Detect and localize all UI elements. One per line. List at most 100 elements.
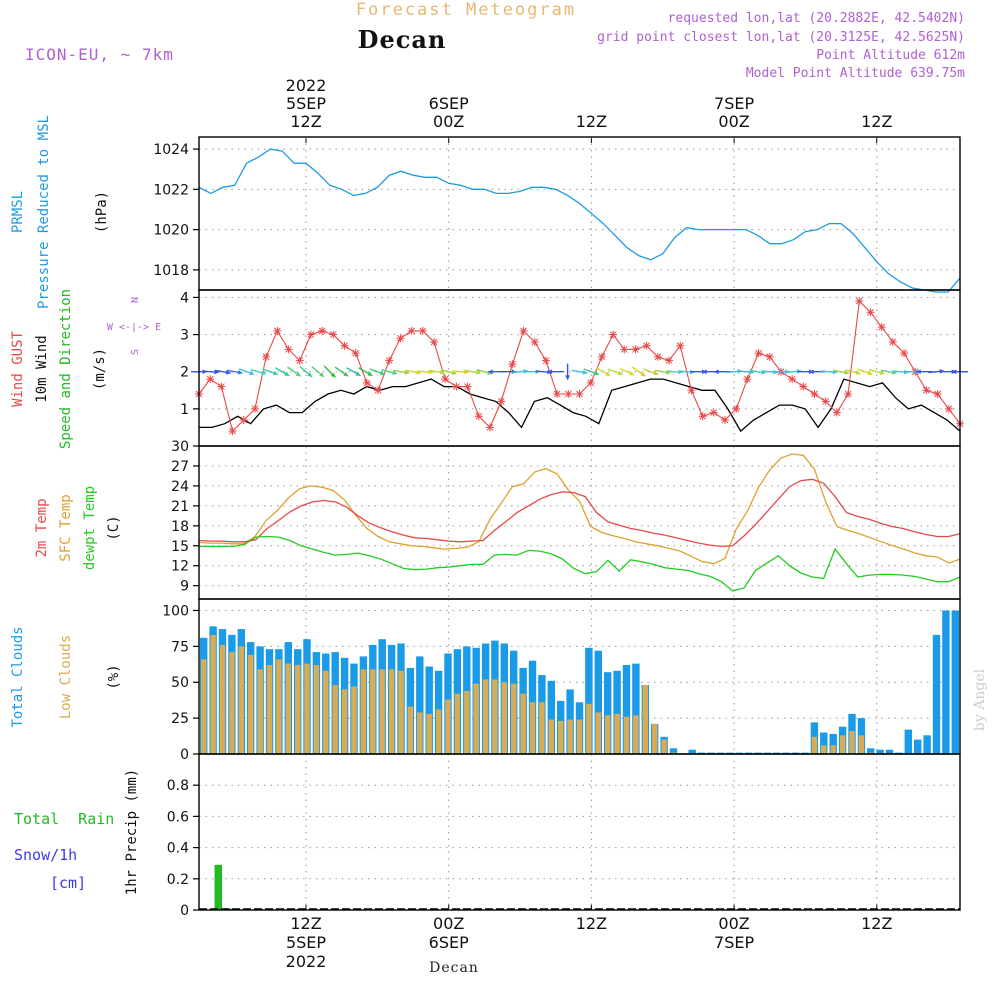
time-label-top: 00Z — [433, 112, 464, 131]
low-clouds-bar — [454, 693, 461, 754]
wind-direction-arrow — [868, 368, 885, 375]
low-clouds-bar — [313, 665, 320, 754]
low-clouds-bar — [661, 739, 667, 754]
wind-gust-marker — [575, 390, 584, 398]
wind-direction-arrow — [619, 367, 635, 376]
total-clouds-bar — [416, 656, 424, 754]
y-tick-label: 2 — [180, 365, 189, 381]
wind-gust-marker — [206, 375, 215, 384]
low-clouds-bar — [426, 713, 432, 754]
wind-gust-marker — [262, 352, 271, 361]
low-clouds-bar — [229, 652, 235, 754]
wind-gust-marker — [900, 349, 909, 358]
wind-gust-marker — [329, 330, 338, 339]
y-tick-label: 15 — [171, 539, 189, 555]
y-tick-label: 4 — [180, 290, 189, 306]
wind-gust-marker — [754, 349, 763, 358]
wind-gust-marker — [385, 356, 394, 365]
time-label-bottom: 00Z — [718, 914, 749, 933]
wind-gust-marker — [273, 326, 282, 335]
low-clouds-bar — [576, 719, 583, 754]
y-tick-label: 1 — [180, 402, 189, 418]
y-tick-label: 0 — [180, 747, 189, 763]
wind-gust-marker — [250, 404, 259, 413]
wind-direction-arrow — [274, 367, 290, 377]
total-clouds-bar — [885, 749, 894, 754]
low-clouds-bar — [417, 712, 423, 754]
low-clouds-bar — [623, 716, 630, 754]
total-clouds-bar — [820, 732, 828, 754]
y-tick-label: 21 — [171, 499, 189, 515]
time-label-top: 00Z — [718, 112, 749, 131]
wind-gust-marker — [474, 412, 483, 421]
low-clouds-bar — [445, 699, 451, 754]
wind-direction-arrow — [857, 368, 873, 376]
wind-direction-arrow — [631, 366, 646, 377]
wind-gust-marker — [441, 375, 450, 384]
total-clouds-bar — [763, 752, 772, 754]
clouds-panel: Total Clouds Low Clouds (%) 0 25 50 75 100 — [10, 598, 961, 763]
low-clouds-bar — [370, 669, 376, 754]
total-clouds-bar — [744, 752, 753, 754]
low-clouds-bar — [332, 685, 338, 754]
y-tick-label: 18 — [171, 519, 189, 535]
y-tick-label: 1018 — [153, 263, 189, 279]
pressure-line — [198, 148, 961, 293]
wind-direction-arrow — [547, 369, 564, 375]
wind-direction-arrow — [393, 369, 410, 375]
wind-gust-marker — [832, 408, 841, 417]
wind-gust-marker — [877, 323, 886, 332]
y-tick-label: 12 — [171, 559, 189, 575]
snow-unit-label: [cm] — [50, 874, 86, 892]
compass-rose: N W <-|-> E S — [107, 297, 161, 355]
total-clouds-bar — [782, 752, 790, 754]
wind-direction-arrow — [833, 369, 850, 375]
wind-gust-marker — [888, 338, 897, 346]
precip-unit: 1hr Precip (mm) — [124, 769, 140, 895]
wind-direction-arrow — [428, 369, 445, 375]
low-clouds-bar — [652, 723, 658, 754]
temp-sfc-label: SFC Temp — [58, 494, 74, 561]
pressure-label-prmsl: PRMSL — [10, 191, 26, 233]
low-clouds-bar — [276, 659, 282, 754]
low-clouds-bar — [633, 715, 639, 755]
total-clouds-bar — [951, 610, 959, 754]
wind-gust-marker — [564, 390, 573, 398]
wind-gust-marker — [553, 390, 562, 398]
wind-gust-marker — [743, 375, 752, 384]
wind-gust-marker — [687, 386, 696, 395]
total-clouds-bar — [914, 739, 922, 754]
low-clouds-bar — [642, 685, 648, 754]
low-clouds-bar — [558, 721, 564, 754]
time-label-bottom: 12Z — [576, 914, 607, 933]
requested-coords: requested lon,lat (20.2882E, 42.5402N) — [668, 11, 965, 26]
total-clouds-bar — [688, 749, 696, 754]
wind-gust-marker — [306, 330, 315, 339]
low-clouds-bar — [266, 665, 273, 754]
point-altitude: Point Altitude 612m — [816, 48, 965, 63]
precip-panel: Total Rain Snow/1h [cm] 1hr Precip (mm) … — [14, 753, 961, 919]
low-clouds-bar — [482, 679, 489, 754]
wind-direction-arrow — [464, 369, 481, 375]
wind-gust-marker — [709, 408, 718, 417]
total-clouds-bar — [773, 752, 781, 754]
wind-gust-marker — [351, 349, 360, 358]
low-clouds-bar — [529, 702, 536, 754]
y-tick-label: 25 — [171, 711, 189, 727]
y-tick-label: 100 — [162, 603, 189, 619]
low-clouds-bar — [511, 683, 517, 754]
total-clouds-bar — [547, 680, 555, 754]
clouds-unit: (%) — [106, 664, 122, 689]
wind-direction-arrow — [565, 363, 571, 380]
low-clouds-bar — [821, 745, 827, 754]
wind-gust-marker — [217, 382, 226, 391]
wind-direction-arrow — [643, 368, 659, 376]
total-clouds-bar — [904, 729, 912, 754]
wind-direction-arrow — [299, 366, 313, 378]
wind-gust-marker — [295, 356, 304, 365]
wind-gust-marker — [586, 378, 595, 387]
low-clouds-bar — [839, 735, 846, 754]
low-clouds-bar — [811, 736, 818, 754]
wind-gust-marker — [653, 352, 662, 361]
total-clouds-bar — [669, 748, 678, 754]
